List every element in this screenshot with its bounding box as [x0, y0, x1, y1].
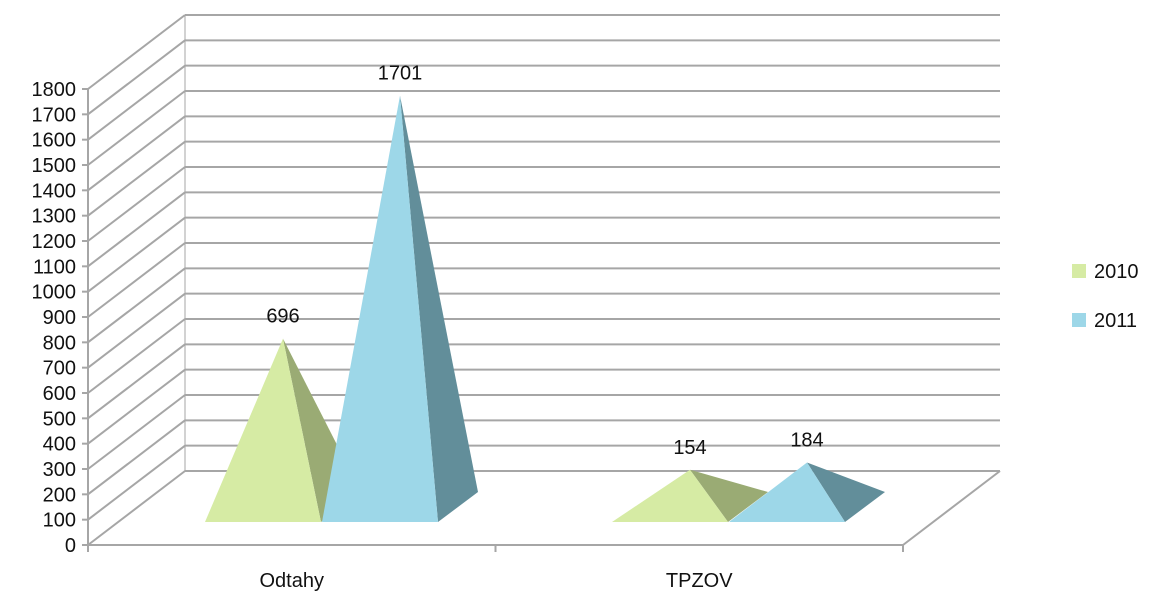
y-tick-label: 600: [43, 383, 76, 405]
y-tick-label: 1700: [32, 104, 77, 126]
pyramid-front-face: [729, 462, 845, 522]
pyramid-front-face: [612, 469, 728, 522]
y-tick-label: 500: [43, 408, 76, 430]
category-label: TPZOV: [666, 570, 733, 592]
y-tick-label: 700: [43, 358, 76, 380]
axes: [82, 15, 1001, 552]
data-label: 184: [790, 429, 823, 451]
category-labels: Odtahy TPZOV: [260, 570, 734, 592]
y-tick-label: 100: [43, 510, 76, 532]
y-tick-label: 1400: [32, 180, 77, 202]
gridline-side: [87, 444, 186, 521]
legend-label: 2011: [1094, 310, 1137, 332]
y-tick-label: 1300: [32, 206, 77, 228]
pyramid-side-face: [400, 95, 478, 522]
data-label: 154: [673, 437, 706, 459]
legend-swatch: [1072, 264, 1086, 278]
y-tick-label: 300: [43, 459, 76, 481]
legend: 2010 2011: [1072, 261, 1139, 332]
gridline-side: [87, 216, 186, 293]
y-tick-label: 1500: [32, 155, 77, 177]
y-tick-label: 1100: [33, 256, 76, 278]
data-labels: 696 1701 154 184: [266, 63, 823, 459]
y-tick-label: 1600: [32, 130, 77, 152]
gridline-side: [87, 64, 186, 141]
gridline-side: [87, 292, 186, 369]
legend-label: 2010: [1094, 261, 1139, 283]
pyramid-2010-tpzov: [612, 469, 768, 522]
pyramid-side-face: [807, 462, 885, 522]
y-tick-label: 800: [43, 332, 76, 354]
pyramid-2011-tpzov: [729, 462, 885, 522]
gridline-side: [87, 368, 186, 445]
gridline-side: [87, 39, 186, 116]
gridlines: [87, 14, 1000, 546]
y-tick-label: 0: [65, 535, 76, 557]
data-label: 1701: [378, 63, 423, 85]
y-axis-ticks: 0 100 200 300 400 500 600 700 800 900 1000 1100 1200…: [32, 79, 77, 557]
pyramid-2011-odtahy: [322, 95, 478, 522]
gridline-side: [87, 115, 186, 192]
data-label: 696: [266, 306, 299, 328]
y-tick-label: 1200: [32, 231, 77, 253]
gridline-side: [87, 470, 186, 546]
gridline-side: [87, 242, 186, 318]
gridline-side: [87, 394, 186, 470]
floor-right-edge: [902, 470, 1001, 546]
y-tick-label: 400: [43, 434, 76, 456]
y-tick-label: 1000: [32, 282, 77, 304]
gridline-side: [87, 166, 186, 242]
y-tick-label: 200: [43, 484, 76, 506]
pyramid-front-face: [205, 338, 321, 522]
y-tick-label: 900: [43, 307, 76, 329]
gridline-side: [87, 90, 186, 166]
pyramid-front-face: [322, 95, 438, 522]
gridline-side: [87, 191, 186, 268]
category-label: Odtahy: [260, 570, 324, 592]
pyramid-side-face: [690, 469, 768, 522]
gridline-side: [87, 140, 186, 217]
gridline-side: [87, 419, 186, 496]
gridline-side: [87, 267, 186, 344]
y-tick-label: 1800: [32, 79, 77, 101]
gridline-side: [87, 318, 186, 394]
gridline-side: [87, 343, 186, 420]
data-marks: [205, 95, 885, 522]
gridline-side: [87, 14, 186, 90]
legend-swatch: [1072, 313, 1086, 327]
